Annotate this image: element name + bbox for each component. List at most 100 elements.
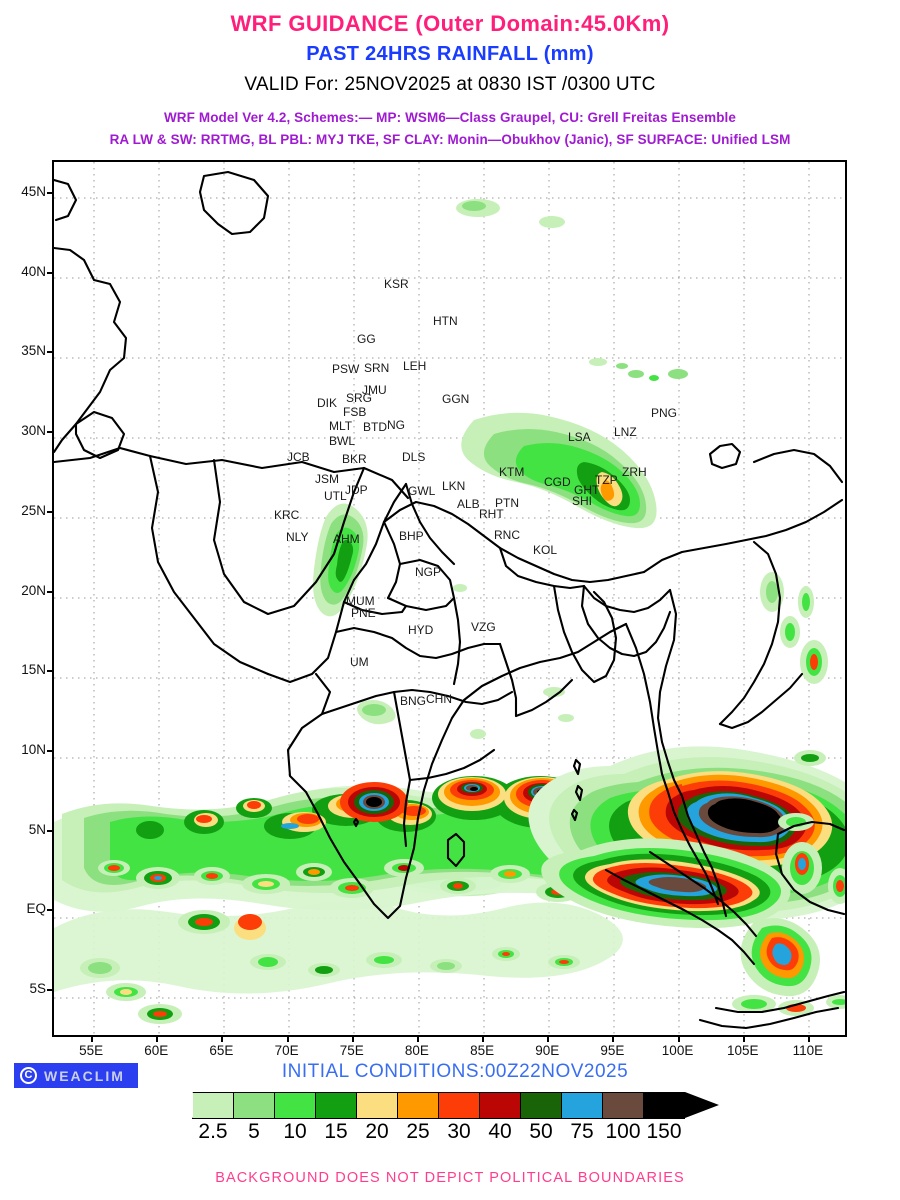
colorbar-swatch-150[interactable] [643,1092,685,1119]
coastlines-and-borders [54,170,845,1030]
colorbar-label-10: 10 [283,1120,307,1143]
lat-tick-10N: 10N [21,741,46,757]
station-label-BHP: BHP [399,529,424,543]
station-label-CGD: CGD [544,475,571,489]
colorbar-swatch-10[interactable] [274,1092,316,1119]
lon-tick-90E: 90E [535,1043,560,1058]
colorbar-swatch-50[interactable] [520,1092,562,1119]
station-label-LEH: LEH [403,359,427,373]
station-label-NG: NG [387,418,405,432]
colorbar-under-arrow [165,1092,193,1118]
rain-cell-sumatra-cluster [528,616,845,1016]
lat-tick-30N: 30N [21,423,46,439]
colorbar-label-30: 30 [447,1120,471,1143]
lat-tick-mark [47,510,53,513]
rain-cells-scattered-row2 [98,859,580,940]
rain-cell-indochina-coast [760,572,814,618]
colorbar-over-arrow [685,1092,719,1118]
colorbar-label-50: 50 [529,1120,553,1143]
station-label-SRG: SRG [346,391,373,405]
station-label-FSB: FSB [343,405,367,419]
model-scheme-line-1: WRF Model Ver 4.2, Schemes:— MP: WSM6—Cl… [163,110,737,125]
rainfall-colorbar[interactable]: 2.5 5 10 15 20 25 30 40 50 75 100 150 [165,1092,735,1152]
station-label-GGN: GGN [442,392,470,406]
colorbar-swatch-100[interactable] [602,1092,644,1119]
lon-tick-60E: 60E [144,1043,169,1058]
lat-tick-5N: 5N [28,821,46,837]
colorbar-swatches [165,1092,719,1119]
station-label-NGP: NGP [415,565,442,579]
lon-tick-mark [482,1036,485,1042]
station-label-SRN: SRN [364,361,390,375]
rainfall-field [54,199,845,1024]
initial-conditions-label: INITIAL CONDITIONS:00Z22NOV2025 [281,1061,629,1082]
lat-tick-mark [47,749,53,752]
colorbar-label-40: 40 [488,1120,512,1143]
lon-tick-85E: 85E [470,1043,495,1058]
station-label-SHI: SHI [572,494,593,508]
lat-tick-mark [47,989,53,992]
colorbar-swatch-40[interactable] [479,1092,521,1119]
page-subtitle: PAST 24HRS RAINFALL (mm) [306,43,594,65]
rain-cell-central-india [313,503,368,617]
lon-tick-80E: 80E [404,1043,429,1058]
lon-tick-100E: 100E [661,1043,694,1058]
station-label-KTM: KTM [499,465,525,479]
lon-tick-mark [807,1036,810,1042]
station-label-UTL: UTL [324,489,347,503]
station-label-GWL: GWL [408,484,436,498]
lat-tick-mark [47,271,53,274]
valid-time-label: VALID For: 25NOV2025 at 0830 IST /0300 U… [244,74,656,95]
colorbar-swatch-30[interactable] [438,1092,480,1119]
lon-tick-105E: 105E [726,1043,759,1058]
lon-tick-mark [351,1036,354,1042]
colorbar-label-150: 150 [646,1120,682,1143]
colorbar-label-2.5: 2.5 [198,1120,228,1143]
lon-tick-mark [91,1036,94,1042]
lat-tick-mark [47,351,53,354]
station-label-BNG: BNG [400,694,427,708]
lon-tick-mark [612,1036,615,1042]
lat-tick-mark [47,829,53,832]
colorbar-label-15: 15 [324,1120,348,1143]
colorbar-swatch-15[interactable] [315,1092,357,1119]
station-label-MLT: MLT [329,419,353,433]
station-label-LSA: LSA [568,430,591,444]
lon-tick-mark [221,1036,224,1042]
station-label-MUM2: UM [350,655,369,669]
colorbar-label-25: 25 [406,1120,430,1143]
colorbar-swatch-5[interactable] [233,1092,275,1119]
lat-tick-35N: 35N [21,343,46,359]
station-label-PSW: PSW [332,362,360,376]
station-label-NLY: NLY [286,530,309,544]
weaclim-logo-badge[interactable]: C WEACLIM [14,1063,138,1088]
lat-tick-45N: 45N [21,183,46,199]
colorbar-swatch-75[interactable] [561,1092,603,1119]
lat-tick-mark [47,909,53,912]
copyright-circle-icon: C [20,1067,37,1084]
lon-tick-mark [742,1036,745,1042]
station-label-PNE: PNE [351,606,376,620]
station-label-JSM: JSM [315,472,339,486]
colorbar-swatch-20[interactable] [356,1092,398,1119]
header: WRF GUIDANCE (Outer Domain:45.0Km) PAST … [0,0,900,150]
weaclim-label: WEACLIM [44,1067,125,1084]
station-label-KRC: KRC [274,508,300,522]
station-label-JDP: JDP [345,483,368,497]
colorbar-swatch-25[interactable] [397,1092,439,1119]
station-label-KOL: KOL [533,543,558,557]
station-label-MUM: MUM [346,594,375,608]
station-label-CHN: CHN [426,692,452,706]
station-label-BKR: BKR [342,452,367,466]
station-label-GHT: GHT [574,483,600,497]
station-label-BWL: BWL [329,434,356,448]
lat-tick-EQ: EQ [26,901,46,917]
lon-tick-55E: 55E [79,1043,104,1058]
rainfall-map[interactable]: KSR HTN GG PSW SRN LEH JMU DIK SRG GGN FSB MLT BTD NG… [52,160,847,1037]
colorbar-swatch-2.5[interactable] [192,1092,234,1119]
lat-tick-5S: 5S [29,981,46,997]
colorbar-label-75: 75 [570,1120,594,1143]
lon-tick-mark [677,1036,680,1042]
lat-tick-mark [47,191,53,194]
page-title: WRF GUIDANCE (Outer Domain:45.0Km) [230,11,670,36]
